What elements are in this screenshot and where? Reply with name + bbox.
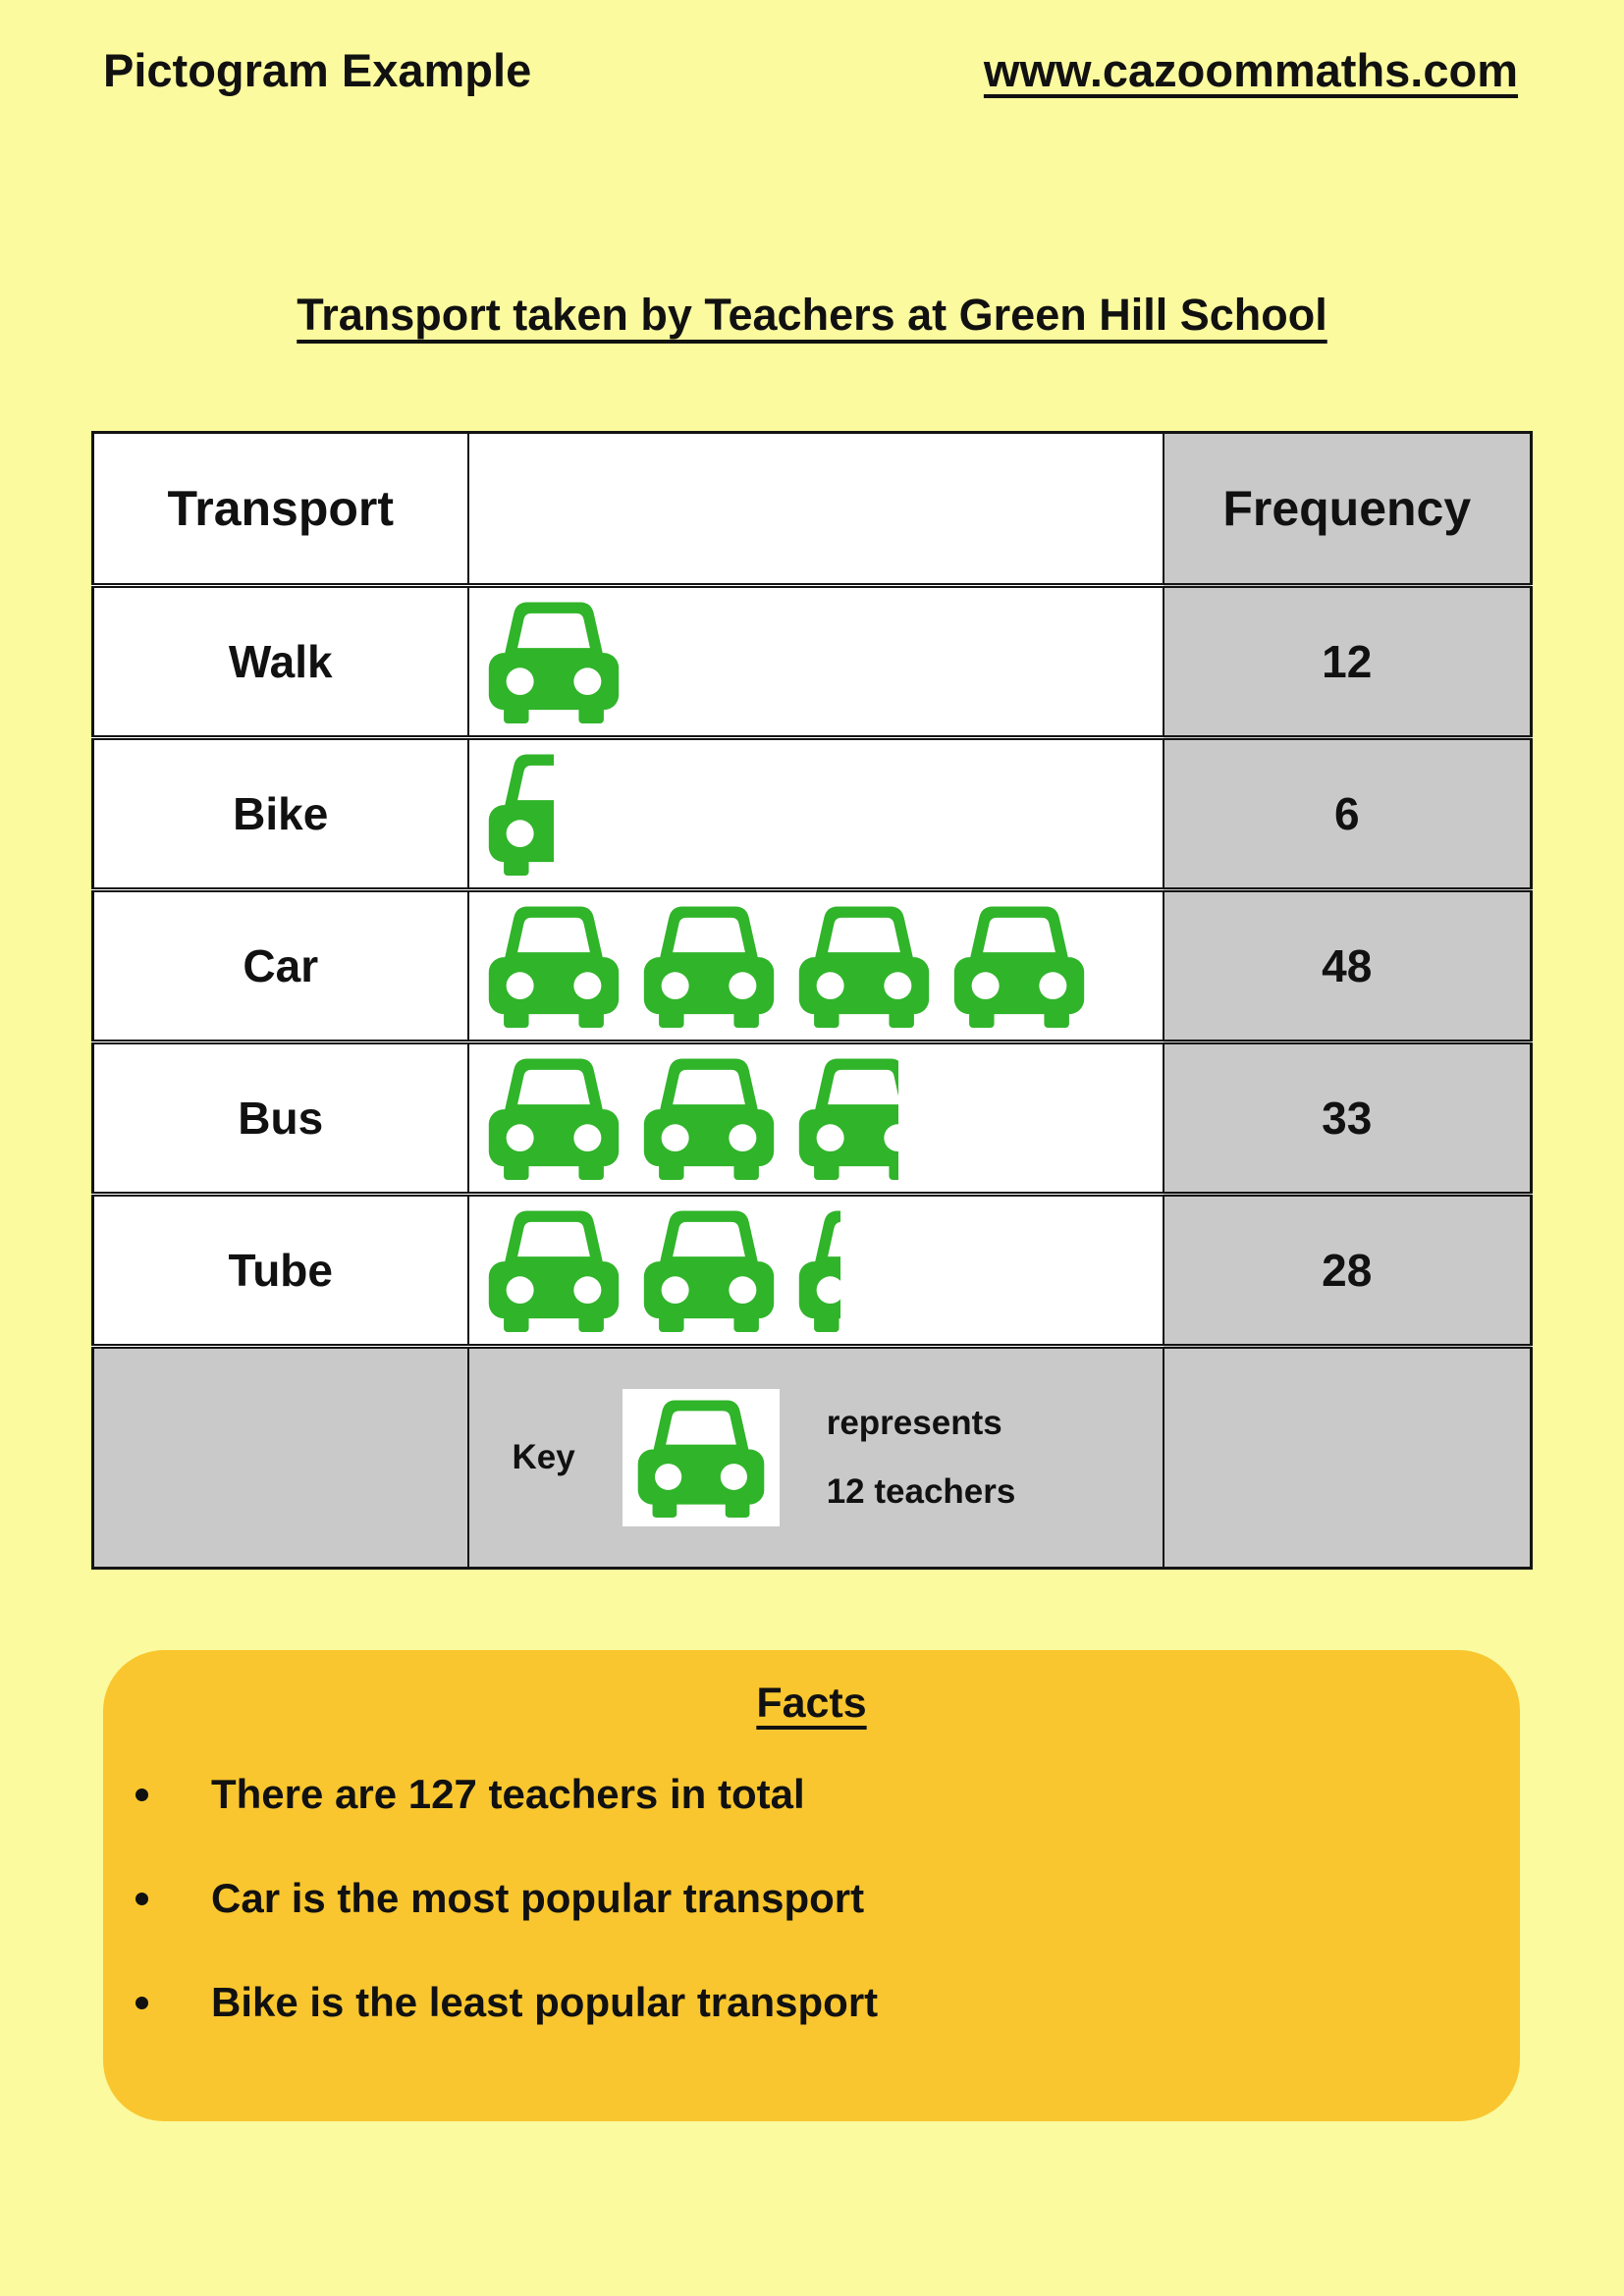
- key-row: Key represents 12 teachers: [91, 1344, 1533, 1570]
- row-label: Tube: [91, 1192, 469, 1348]
- table-row-walk: Walk 12: [91, 583, 1533, 739]
- pictogram-icons-bike: [469, 752, 1163, 876]
- car-icon: [488, 1058, 619, 1180]
- pictogram-table: Transport Frequency Walk 12 Bike 6 Car 4…: [91, 431, 1533, 1570]
- key-row-empty-left: [91, 1344, 469, 1570]
- car-icon: [488, 906, 619, 1028]
- table-row-tube: Tube 28: [91, 1192, 1533, 1348]
- car-icon: [643, 906, 774, 1028]
- table-row-bike: Bike 6: [91, 735, 1533, 891]
- website-link[interactable]: www.cazoommaths.com: [983, 44, 1518, 96]
- fact-text: Car is the most popular transport: [211, 1875, 865, 1921]
- fact-item: There are 127 teachers in total: [103, 1771, 1520, 1818]
- pictogram-icons-car: [469, 904, 1163, 1028]
- partial-car-icon: [485, 752, 554, 876]
- transport-column-header: Transport: [91, 431, 469, 587]
- facts-list: There are 127 teachers in total Car is t…: [103, 1771, 1520, 2026]
- row-label: Bus: [91, 1040, 469, 1196]
- car-icon: [488, 754, 554, 876]
- row-label: Bike: [91, 735, 469, 891]
- icons-column-header: [466, 431, 1164, 587]
- car-icon: [643, 1058, 774, 1180]
- key-label: Key: [512, 1438, 575, 1476]
- chart-title: Transport taken by Teachers at Green Hil…: [297, 290, 1327, 340]
- car-icon: [488, 602, 619, 723]
- frequency-value: 33: [1162, 1040, 1533, 1196]
- table-row-car: Car 48: [91, 887, 1533, 1043]
- partial-car-icon: [795, 1208, 840, 1332]
- facts-title: Facts: [756, 1680, 867, 1727]
- car-icon: [643, 1210, 774, 1332]
- key-car-icon: [622, 1389, 780, 1526]
- fact-item: Car is the most popular transport: [103, 1875, 1520, 1922]
- table-header-row: Transport Frequency: [91, 431, 1533, 587]
- frequency-value: 48: [1162, 887, 1533, 1043]
- bullet-icon: [135, 1892, 148, 1905]
- page-header: Pictogram Example www.cazoommaths.com: [0, 0, 1624, 97]
- bullet-icon: [135, 1788, 148, 1801]
- fact-text: There are 127 teachers in total: [211, 1771, 805, 1817]
- frequency-column-header: Frequency: [1162, 431, 1533, 587]
- car-icon: [798, 906, 929, 1028]
- pictogram-icons-bus: [469, 1056, 1163, 1180]
- row-label: Walk: [91, 583, 469, 739]
- key-represents-text: represents: [826, 1404, 1002, 1442]
- partial-car-icon: [795, 1056, 898, 1180]
- car-icon: [798, 1210, 840, 1332]
- car-icon: [488, 1210, 619, 1332]
- frequency-value: 6: [1162, 735, 1533, 891]
- frequency-value: 28: [1162, 1192, 1533, 1348]
- fact-item: Bike is the least popular transport: [103, 1979, 1520, 2026]
- pictogram-icons-walk: [469, 600, 1163, 723]
- bullet-icon: [135, 1996, 148, 2009]
- table-row-bus: Bus 33: [91, 1040, 1533, 1196]
- car-icon: [798, 1058, 898, 1180]
- frequency-value: 12: [1162, 583, 1533, 739]
- car-icon: [953, 906, 1084, 1028]
- car-icon: [637, 1400, 765, 1518]
- key-row-empty-right: [1162, 1344, 1533, 1570]
- row-label: Car: [91, 887, 469, 1043]
- pictogram-icons-tube: [469, 1208, 1163, 1332]
- facts-box: Facts There are 127 teachers in total Ca…: [103, 1650, 1520, 2121]
- page-title: Pictogram Example: [103, 44, 532, 96]
- key-amount-text: 12 teachers: [826, 1472, 1016, 1511]
- fact-text: Bike is the least popular transport: [211, 1979, 879, 2025]
- key-legend: Key represents 12 teachers: [469, 1389, 1163, 1526]
